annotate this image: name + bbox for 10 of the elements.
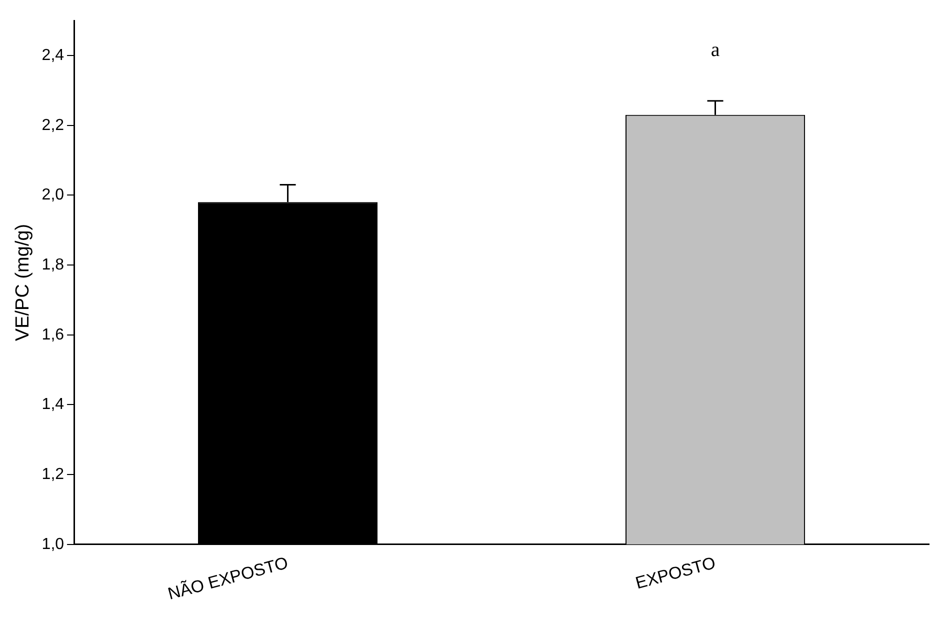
y-tick-label: 2,4	[42, 46, 64, 64]
y-tick-label: 1,8	[42, 256, 64, 274]
y-tick-label: 2,2	[42, 116, 64, 134]
y-tick-label: 1,0	[42, 536, 64, 553]
y-tick-label: 2,0	[42, 186, 64, 204]
y-axis-title: VE/PC (mg/g)	[12, 224, 34, 342]
annotation: a	[710, 38, 720, 61]
y-tick-label: 1,6	[42, 326, 64, 344]
y-tick-label: 1,4	[42, 396, 64, 414]
y-tick-label: 1,2	[42, 466, 64, 483]
